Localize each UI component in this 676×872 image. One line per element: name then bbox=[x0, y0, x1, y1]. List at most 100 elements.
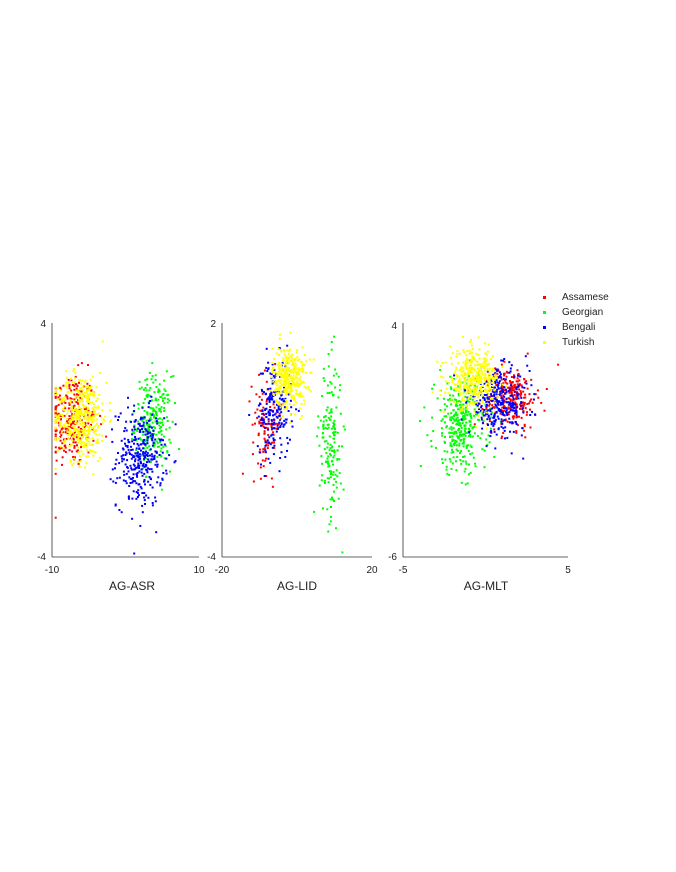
scatter-point bbox=[513, 383, 516, 386]
scatter-point bbox=[257, 432, 260, 435]
legend-entry-bengali: Bengali bbox=[543, 320, 653, 335]
scatter-point bbox=[320, 455, 323, 458]
scatter-point bbox=[144, 483, 146, 486]
scatter-point bbox=[466, 361, 469, 364]
scatter-point bbox=[138, 458, 141, 460]
legend-marker bbox=[543, 311, 546, 314]
scatter-point bbox=[278, 367, 281, 370]
scatter-point bbox=[141, 406, 144, 409]
scatter-point bbox=[83, 417, 86, 420]
scatter-point bbox=[524, 396, 527, 399]
scatter-point bbox=[500, 392, 503, 395]
scatter-point bbox=[174, 423, 177, 426]
scatter-point bbox=[473, 432, 476, 435]
scatter-point bbox=[457, 394, 460, 397]
scatter-point bbox=[324, 415, 327, 418]
scatter-point bbox=[478, 363, 481, 366]
scatter-point bbox=[481, 427, 484, 430]
scatter-point bbox=[462, 442, 465, 445]
scatter-point bbox=[63, 449, 66, 452]
scatter-point bbox=[70, 397, 73, 400]
scatter-point bbox=[506, 411, 509, 414]
scatter-point bbox=[158, 383, 161, 386]
scatter-point bbox=[303, 399, 306, 402]
scatter-point bbox=[463, 415, 466, 418]
scatter-point bbox=[464, 362, 467, 365]
scatter-point bbox=[289, 331, 292, 334]
scatter-point bbox=[278, 362, 280, 365]
scatter-point bbox=[335, 480, 338, 483]
scatter-point bbox=[336, 458, 339, 461]
scatter-point bbox=[507, 390, 510, 393]
scatter-point bbox=[332, 483, 335, 486]
scatter-point bbox=[155, 531, 158, 534]
scatter-point bbox=[120, 511, 123, 514]
scatter-point bbox=[146, 393, 149, 396]
scatter-point bbox=[503, 379, 506, 382]
scatter-point bbox=[128, 476, 131, 479]
scatter-point bbox=[289, 438, 291, 441]
scatter-point bbox=[82, 416, 85, 419]
scatter-point bbox=[472, 395, 475, 398]
scatter-point bbox=[454, 369, 457, 372]
scatter-point bbox=[468, 401, 471, 403]
scatter-point bbox=[494, 376, 497, 379]
scatter-point bbox=[74, 396, 77, 399]
scatter-point bbox=[95, 386, 98, 389]
scatter-point bbox=[330, 348, 333, 351]
scatter-point bbox=[283, 388, 286, 391]
scatter-point bbox=[274, 427, 277, 430]
scatter-point bbox=[69, 417, 72, 420]
scatter-point bbox=[475, 387, 478, 390]
scatter-point bbox=[83, 385, 86, 388]
scatter-point bbox=[64, 396, 66, 399]
scatter-point bbox=[510, 393, 513, 396]
scatter-point bbox=[297, 384, 300, 386]
scatter-point bbox=[86, 385, 89, 388]
scatter-point bbox=[494, 420, 497, 423]
scatter-point bbox=[155, 440, 158, 443]
scatter-point bbox=[462, 403, 465, 406]
scatter-point bbox=[140, 425, 143, 428]
scatter-point bbox=[73, 385, 76, 387]
scatter-point bbox=[143, 440, 146, 442]
scatter-point bbox=[334, 368, 337, 371]
scatter-point bbox=[258, 451, 261, 454]
scatter-point bbox=[122, 479, 125, 482]
scatter-point bbox=[521, 427, 524, 430]
scatter-point bbox=[152, 434, 154, 437]
scatter-point bbox=[514, 409, 517, 412]
scatter-point bbox=[501, 422, 504, 425]
scatter-point bbox=[433, 383, 435, 386]
scatter-point bbox=[281, 373, 284, 376]
scatter-point bbox=[88, 384, 91, 387]
scatter-point bbox=[263, 432, 266, 435]
scatter-point bbox=[510, 406, 513, 409]
scatter-point bbox=[273, 441, 276, 444]
scatter-point bbox=[464, 460, 467, 463]
scatter-point bbox=[513, 393, 516, 396]
scatter-point bbox=[241, 472, 244, 475]
scatter-point bbox=[465, 432, 468, 434]
scatter-point bbox=[62, 384, 65, 387]
scatter-point bbox=[458, 442, 461, 445]
scatter-point bbox=[80, 450, 83, 453]
scatter-point bbox=[284, 355, 287, 358]
scatter-point bbox=[289, 399, 292, 402]
scatter-point bbox=[259, 466, 262, 469]
scatter-point bbox=[496, 402, 499, 405]
scatter-point bbox=[480, 363, 483, 366]
scatter-point bbox=[78, 381, 80, 384]
scatter-point bbox=[278, 386, 281, 389]
scatter-point bbox=[457, 392, 460, 395]
scatter-point bbox=[455, 390, 458, 392]
scatter-point bbox=[150, 378, 153, 381]
scatter-point bbox=[272, 439, 275, 442]
scatter-point bbox=[148, 476, 151, 478]
scatter-point bbox=[439, 369, 442, 371]
scatter-point bbox=[504, 388, 507, 391]
scatter-point bbox=[484, 374, 487, 377]
scatter-point bbox=[263, 414, 266, 417]
scatter-point bbox=[144, 452, 147, 455]
scatter-point bbox=[526, 352, 529, 355]
